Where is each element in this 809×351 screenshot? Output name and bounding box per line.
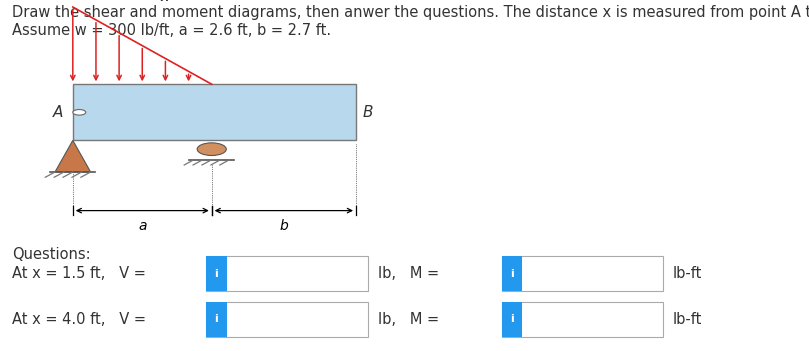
- Text: b: b: [279, 219, 288, 233]
- Bar: [206, 256, 368, 291]
- Text: i: i: [510, 314, 514, 324]
- Text: w: w: [159, 0, 172, 4]
- Bar: [206, 302, 368, 337]
- Bar: [502, 302, 663, 337]
- Text: lb,   M =: lb, M =: [378, 312, 443, 327]
- Text: lb-ft: lb-ft: [673, 312, 702, 327]
- Text: At x = 4.0 ft,   V =: At x = 4.0 ft, V =: [12, 312, 150, 327]
- Circle shape: [73, 110, 86, 115]
- Text: lb,   M =: lb, M =: [378, 266, 443, 281]
- Text: lb-ft: lb-ft: [673, 266, 702, 281]
- Text: At x = 1.5 ft,   V =: At x = 1.5 ft, V =: [12, 266, 150, 281]
- Bar: [502, 256, 522, 291]
- Text: Draw the shear and moment diagrams, then anwer the questions. The distance x is : Draw the shear and moment diagrams, then…: [12, 5, 809, 20]
- Text: Assume w = 300 lb/ft, a = 2.6 ft, b = 2.7 ft.: Assume w = 300 lb/ft, a = 2.6 ft, b = 2.…: [12, 23, 331, 38]
- Text: A: A: [53, 105, 63, 120]
- Polygon shape: [55, 140, 91, 172]
- Bar: [206, 256, 227, 291]
- Text: B: B: [362, 105, 373, 120]
- Text: i: i: [510, 269, 514, 279]
- Text: Questions:: Questions:: [12, 247, 91, 263]
- Text: i: i: [214, 269, 218, 279]
- Bar: [502, 302, 522, 337]
- Text: a: a: [138, 219, 146, 233]
- Bar: [73, 84, 356, 140]
- Bar: [502, 256, 663, 291]
- Text: i: i: [214, 314, 218, 324]
- Bar: [206, 302, 227, 337]
- Circle shape: [197, 143, 227, 155]
